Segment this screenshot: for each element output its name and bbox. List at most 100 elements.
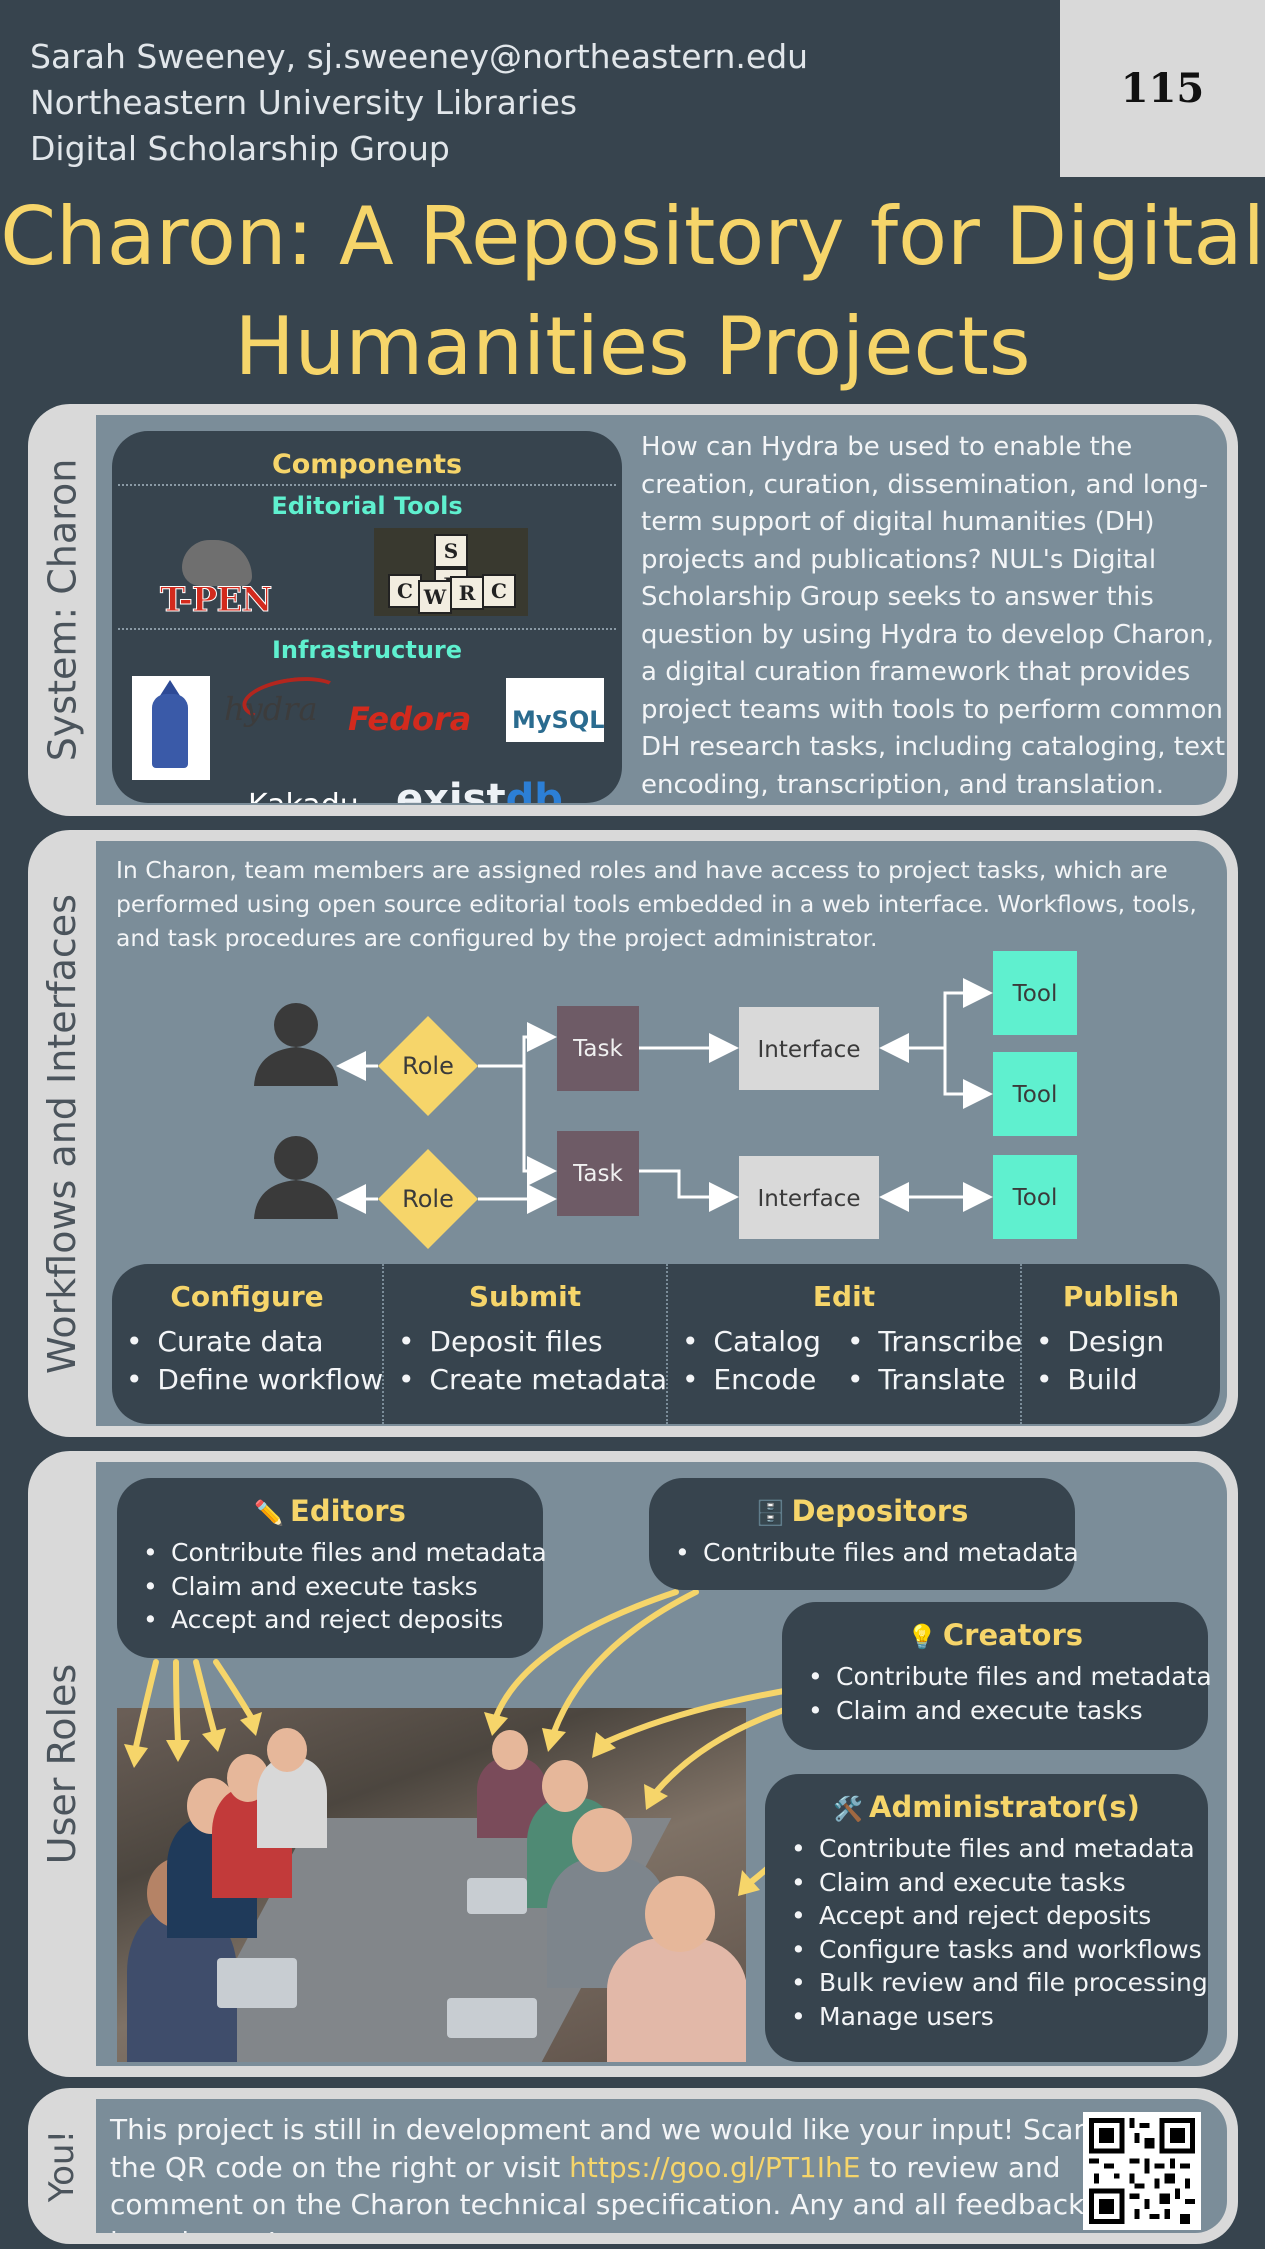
flow-arrow [943,1048,993,1109]
poster-number: 115 [1120,65,1205,112]
divider [118,484,616,486]
workflow-diagram: Role Role Task Task Interface Interface [254,951,1077,1249]
task-box [557,1006,639,1091]
cwrc-block: C [388,574,422,608]
role-item: Claim and execute tasks [804,1694,1186,1728]
poster-title: Charon: A Repository for Digital Humanit… [0,182,1265,402]
stage-item: Build [1036,1361,1220,1399]
stage-publish: Publish Design Build [1022,1264,1220,1424]
role-item: Accept and reject deposits [139,1603,521,1637]
feedback-link[interactable]: https://goo.gl/PT1IhE [569,2150,861,2184]
stage-item: Curate data [126,1323,382,1361]
existdb-logo: existdb [396,776,563,803]
role-item: Bulk review and file processing [787,1966,1208,2000]
section-label: System: Charon [28,404,96,816]
role-label: Role [402,1185,454,1213]
task-label: Task [572,1161,623,1187]
role-item: Claim and execute tasks [139,1570,521,1604]
feedback-text: This project is still in development and… [110,2111,1100,2233]
creators-card: 💡Creators Contribute files and metadata … [782,1602,1212,1750]
role-item: Accept and reject deposits [787,1899,1186,1933]
tool-box [993,951,1077,1035]
tool-box [993,1052,1077,1136]
hydra-logo: hydra [224,690,318,728]
stage-configure: Configure Curate data Define workflow [112,1264,384,1424]
system-body: Components Editorial Tools T-PEN S E C W… [96,415,1227,805]
photo-person [257,1758,327,1848]
role-item: Contribute files and metadata [804,1660,1212,1694]
wizard-robe [152,694,188,768]
poster-number-box: 115 [1060,0,1265,177]
role-label: Role [402,1052,454,1080]
tool-box [993,1155,1077,1239]
role-diamond [378,1016,478,1116]
system-label: System: Charon [40,458,85,762]
cwrc-block: S [434,534,468,568]
workflow-stages: Configure Curate data Define workflow Su… [112,1264,1220,1424]
stage-title: Publish [1062,1280,1180,1313]
stage-item: Create metadata [398,1361,667,1399]
infrastructure-title: Infrastructure [271,636,463,664]
interface-box [739,1156,879,1239]
stage-edit: Edit Catalog Encode Transcribe Translate [668,1264,1022,1424]
administrators-title: Administrator(s) [869,1790,1140,1824]
photo-face [267,1728,307,1772]
roles-body: ✏️Editors Contribute files and metadata … [96,1462,1227,2066]
depositors-title: Depositors [791,1494,969,1528]
cwrc-block: R [450,576,484,610]
stage-item: Translate [847,1361,1022,1399]
qr-code[interactable] [1083,2112,1201,2230]
tool-label: Tool [1012,1185,1058,1211]
existdb-suffix: db [505,776,563,803]
divider [118,628,616,630]
task-label: Task [572,1036,623,1062]
role-item: Contribute files and metadata [139,1536,547,1570]
stage-item: Catalog [682,1323,821,1361]
stage-item: Define workflow [126,1361,383,1399]
stage-item: Encode [682,1361,821,1399]
role-item: Claim and execute tasks [787,1866,1186,1900]
role-item: Contribute files and metadata [671,1536,1079,1570]
flow-arrow [478,1022,557,1068]
administrators-card: 🛠️Administrator(s) Contribute files and … [765,1774,1208,2062]
workflows-label: Workflows and Interfaces [40,893,84,1374]
photo-face [645,1876,715,1952]
author-name-email: Sarah Sweeney, sj.sweeney@northeastern.e… [30,37,809,76]
interface-label: Interface [758,1186,861,1212]
pencil-icon: ✏️ [254,1499,285,1527]
task-box [557,1131,639,1216]
workflows-intro-text: In Charon, team members are assigned rol… [116,856,1197,952]
section-label: Workflows and Interfaces [28,830,96,1437]
existdb-prefix: exist [396,776,506,803]
lightbulb-icon: 💡 [906,1623,937,1651]
fedora-logo: Fedora [348,700,472,738]
cwrc-logo: S E C W R C [374,528,528,616]
team-photo [117,1708,746,2062]
tool-label: Tool [1012,1082,1058,1108]
cwrc-block: W [418,580,452,614]
stage-item: Deposit files [398,1323,666,1361]
author-affiliation: Northeastern University Libraries [30,83,578,122]
editorial-tools-title: Editorial Tools [271,492,463,520]
title-line-2: Humanities Projects [234,300,1031,393]
photo-laptop [217,1958,297,2008]
infrastructure-logos: hydra Fedora MySQL Kakadu existdb [112,664,622,803]
section-label: You! [28,2088,96,2244]
section-label: User Roles [28,1451,96,2077]
photo-laptop [467,1878,527,1914]
you-body: This project is still in development and… [96,2099,1227,2233]
photo-face [542,1760,588,1812]
kakadu-logo: Kakadu [248,788,359,803]
stage-title: Submit [468,1280,582,1313]
person-icon [254,1003,338,1086]
tpen-logo-text: T-PEN [159,580,272,621]
flow-arrow [522,1066,557,1186]
components-panel: Components Editorial Tools T-PEN S E C W… [112,431,622,803]
photo-laptop [447,1998,537,2038]
author-group: Digital Scholarship Group [30,129,450,168]
tpen-logo: T-PEN [159,538,290,621]
photo-face [492,1730,528,1770]
you-section: You! This project is still in developmen… [28,2088,1238,2244]
components-title: Components [271,449,463,480]
creators-title: Creators [942,1618,1084,1652]
